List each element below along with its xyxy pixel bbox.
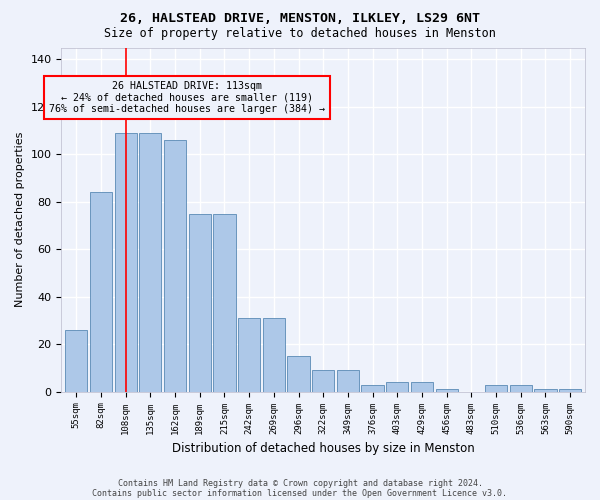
Bar: [115, 133, 137, 392]
Bar: [386, 382, 409, 392]
Bar: [90, 192, 112, 392]
Text: Contains HM Land Registry data © Crown copyright and database right 2024.: Contains HM Land Registry data © Crown c…: [118, 478, 482, 488]
Bar: [164, 140, 186, 392]
Bar: [188, 214, 211, 392]
Bar: [263, 318, 285, 392]
Bar: [485, 384, 507, 392]
Bar: [139, 133, 161, 392]
Text: 26 HALSTEAD DRIVE: 113sqm  
← 24% of detached houses are smaller (119)
76% of se: 26 HALSTEAD DRIVE: 113sqm ← 24% of detac…: [49, 80, 325, 114]
Bar: [559, 390, 581, 392]
Bar: [65, 330, 88, 392]
Bar: [436, 390, 458, 392]
Bar: [509, 384, 532, 392]
Bar: [213, 214, 236, 392]
Text: Contains public sector information licensed under the Open Government Licence v3: Contains public sector information licen…: [92, 488, 508, 498]
Bar: [287, 356, 310, 392]
Bar: [535, 390, 557, 392]
Bar: [361, 384, 384, 392]
Text: 26, HALSTEAD DRIVE, MENSTON, ILKLEY, LS29 6NT: 26, HALSTEAD DRIVE, MENSTON, ILKLEY, LS2…: [120, 12, 480, 26]
Bar: [238, 318, 260, 392]
Bar: [337, 370, 359, 392]
Y-axis label: Number of detached properties: Number of detached properties: [15, 132, 25, 308]
Bar: [312, 370, 334, 392]
Bar: [411, 382, 433, 392]
Text: Size of property relative to detached houses in Menston: Size of property relative to detached ho…: [104, 28, 496, 40]
X-axis label: Distribution of detached houses by size in Menston: Distribution of detached houses by size …: [172, 442, 475, 455]
